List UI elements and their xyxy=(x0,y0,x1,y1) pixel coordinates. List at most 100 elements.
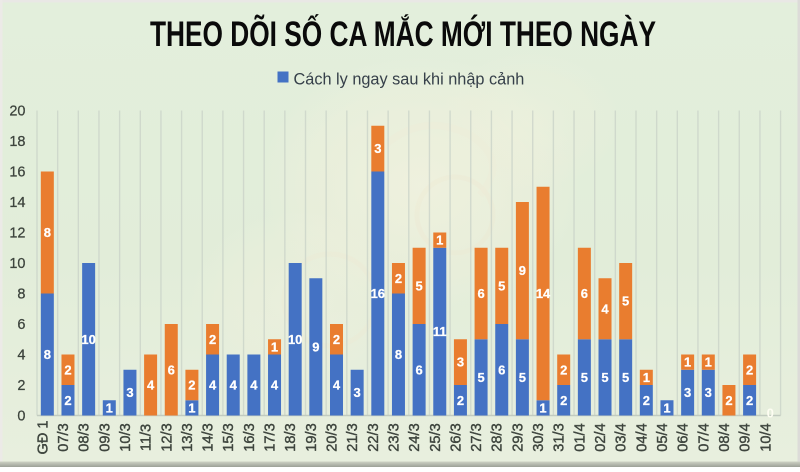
svg-text:25/3: 25/3 xyxy=(428,423,444,451)
svg-text:29/3: 29/3 xyxy=(510,423,526,451)
svg-text:21/3: 21/3 xyxy=(345,423,361,451)
svg-text:5: 5 xyxy=(622,294,629,309)
svg-text:THEO DÕI SỐ CA MẮC MỚI THEO NG: THEO DÕI SỐ CA MẮC MỚI THEO NGÀY xyxy=(150,14,656,54)
svg-text:9: 9 xyxy=(312,339,319,354)
svg-text:27/3: 27/3 xyxy=(469,423,485,451)
svg-text:15/3: 15/3 xyxy=(221,423,237,451)
svg-text:6: 6 xyxy=(498,362,505,377)
svg-text:6: 6 xyxy=(477,286,484,301)
svg-text:09/3: 09/3 xyxy=(97,423,113,451)
svg-text:1: 1 xyxy=(436,233,443,248)
svg-text:22/3: 22/3 xyxy=(366,423,382,451)
svg-text:2: 2 xyxy=(188,378,195,393)
svg-text:16: 16 xyxy=(371,286,385,301)
svg-text:9: 9 xyxy=(519,263,526,278)
svg-text:23/3: 23/3 xyxy=(386,423,402,451)
svg-text:5: 5 xyxy=(581,370,588,385)
svg-text:10: 10 xyxy=(288,332,302,347)
svg-text:28/3: 28/3 xyxy=(490,423,506,451)
svg-text:11/3: 11/3 xyxy=(139,424,155,451)
svg-text:2: 2 xyxy=(643,393,650,408)
svg-text:13/3: 13/3 xyxy=(180,423,196,451)
svg-text:2: 2 xyxy=(457,393,464,408)
svg-text:1: 1 xyxy=(705,355,712,370)
svg-text:8: 8 xyxy=(395,347,402,362)
svg-text:6: 6 xyxy=(168,362,175,377)
svg-text:08/3: 08/3 xyxy=(77,423,93,451)
svg-text:2: 2 xyxy=(209,332,216,347)
svg-text:07/3: 07/3 xyxy=(56,423,72,451)
svg-text:3: 3 xyxy=(457,355,464,370)
svg-text:14/3: 14/3 xyxy=(201,423,217,451)
svg-text:30/3: 30/3 xyxy=(531,423,547,451)
svg-text:08/4: 08/4 xyxy=(717,423,733,451)
svg-text:5: 5 xyxy=(498,278,505,293)
svg-text:10/3: 10/3 xyxy=(118,423,134,451)
svg-text:4: 4 xyxy=(601,301,609,316)
svg-text:03/4: 03/4 xyxy=(614,423,630,451)
svg-text:2: 2 xyxy=(17,378,25,394)
svg-text:3: 3 xyxy=(684,385,691,400)
svg-text:6: 6 xyxy=(581,286,588,301)
svg-text:02/4: 02/4 xyxy=(593,423,609,451)
svg-text:12: 12 xyxy=(9,226,25,242)
svg-text:2: 2 xyxy=(560,362,567,377)
svg-text:2: 2 xyxy=(64,362,71,377)
svg-text:18/3: 18/3 xyxy=(283,423,299,451)
svg-text:6: 6 xyxy=(416,362,423,377)
svg-text:2: 2 xyxy=(560,393,567,408)
svg-text:1: 1 xyxy=(106,400,113,415)
svg-text:2: 2 xyxy=(725,393,732,408)
svg-text:4: 4 xyxy=(250,378,258,393)
svg-text:5: 5 xyxy=(622,370,629,385)
svg-text:0: 0 xyxy=(767,405,774,420)
svg-text:2: 2 xyxy=(333,332,340,347)
svg-text:31/3: 31/3 xyxy=(552,423,568,451)
svg-text:3: 3 xyxy=(354,385,361,400)
svg-text:05/4: 05/4 xyxy=(655,423,671,451)
svg-text:3: 3 xyxy=(705,385,712,400)
svg-text:2: 2 xyxy=(746,393,753,408)
svg-text:11: 11 xyxy=(433,324,447,339)
svg-text:3: 3 xyxy=(374,141,381,156)
svg-text:4: 4 xyxy=(17,348,25,364)
svg-text:1: 1 xyxy=(643,370,650,385)
svg-text:8: 8 xyxy=(17,287,25,303)
svg-text:Cách ly ngay sau khi nhập cảnh: Cách ly ngay sau khi nhập cảnh xyxy=(294,71,525,89)
svg-text:18: 18 xyxy=(9,134,25,150)
svg-text:12/3: 12/3 xyxy=(159,423,175,451)
svg-text:4: 4 xyxy=(230,378,238,393)
svg-text:4: 4 xyxy=(147,378,155,393)
svg-text:1: 1 xyxy=(271,339,278,354)
svg-text:10: 10 xyxy=(9,256,25,272)
svg-text:2: 2 xyxy=(746,362,753,377)
svg-text:0: 0 xyxy=(17,409,25,425)
svg-text:20/3: 20/3 xyxy=(325,423,341,451)
svg-text:09/4: 09/4 xyxy=(738,423,754,451)
svg-text:5: 5 xyxy=(477,370,484,385)
svg-text:4: 4 xyxy=(271,378,279,393)
svg-text:14: 14 xyxy=(9,195,25,211)
svg-text:1: 1 xyxy=(539,400,546,415)
svg-text:5: 5 xyxy=(601,370,608,385)
svg-text:4: 4 xyxy=(209,378,217,393)
svg-text:24/3: 24/3 xyxy=(407,423,423,451)
svg-text:17/3: 17/3 xyxy=(263,423,279,451)
svg-text:04/4: 04/4 xyxy=(634,423,650,451)
svg-text:2: 2 xyxy=(64,393,71,408)
svg-text:6: 6 xyxy=(17,317,25,333)
svg-text:06/4: 06/4 xyxy=(676,423,692,451)
svg-text:GĐ 1: GĐ 1 xyxy=(35,420,51,454)
svg-text:01/4: 01/4 xyxy=(572,423,588,451)
svg-text:5: 5 xyxy=(416,278,423,293)
svg-text:8: 8 xyxy=(44,347,51,362)
svg-text:20: 20 xyxy=(9,104,25,120)
svg-text:10: 10 xyxy=(81,332,95,347)
svg-text:10/4: 10/4 xyxy=(758,423,774,451)
svg-text:8: 8 xyxy=(44,225,51,240)
svg-text:16: 16 xyxy=(9,165,25,181)
svg-text:4: 4 xyxy=(333,378,341,393)
svg-text:14: 14 xyxy=(536,286,551,301)
svg-text:2: 2 xyxy=(395,271,402,286)
svg-text:07/4: 07/4 xyxy=(696,423,712,451)
